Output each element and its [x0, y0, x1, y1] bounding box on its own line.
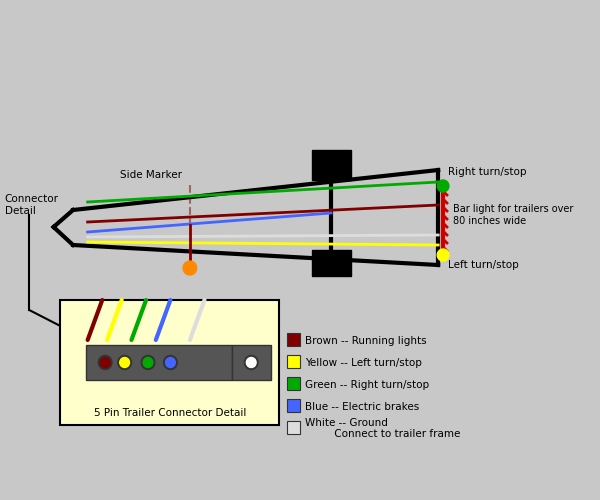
Text: Green -- Right turn/stop: Green -- Right turn/stop — [305, 380, 429, 390]
Text: Right turn/stop: Right turn/stop — [448, 167, 526, 177]
Circle shape — [143, 358, 153, 368]
Bar — [287, 399, 300, 412]
Circle shape — [98, 356, 112, 370]
Circle shape — [118, 356, 131, 370]
Bar — [232, 345, 271, 380]
Circle shape — [141, 356, 155, 370]
Bar — [311, 150, 350, 180]
Circle shape — [166, 358, 175, 368]
Bar — [86, 345, 232, 380]
Text: Blue -- Electric brakes: Blue -- Electric brakes — [305, 402, 419, 411]
Text: Yellow -- Left turn/stop: Yellow -- Left turn/stop — [305, 358, 422, 368]
Text: 5 Pin Trailer Connector Detail: 5 Pin Trailer Connector Detail — [94, 408, 246, 418]
Bar — [311, 250, 350, 276]
Bar — [61, 300, 280, 425]
Circle shape — [164, 356, 177, 370]
Text: Connector
Detail: Connector Detail — [5, 194, 59, 216]
Bar — [287, 333, 300, 346]
Circle shape — [183, 261, 197, 275]
Text: Left turn/stop: Left turn/stop — [448, 260, 518, 270]
Text: Side Marker: Side Marker — [120, 170, 182, 180]
Text: Brown -- Running lights: Brown -- Running lights — [305, 336, 427, 345]
Circle shape — [100, 358, 110, 368]
Text: Bar light for trailers over
80 inches wide: Bar light for trailers over 80 inches wi… — [453, 204, 573, 226]
Circle shape — [437, 180, 449, 192]
Bar — [287, 421, 300, 434]
Bar — [287, 355, 300, 368]
Circle shape — [247, 358, 256, 368]
Bar — [287, 377, 300, 390]
Circle shape — [120, 358, 130, 368]
Circle shape — [437, 249, 449, 261]
Text: White -- Ground
         Connect to trailer frame: White -- Ground Connect to trailer frame — [305, 418, 460, 440]
Circle shape — [244, 356, 258, 370]
